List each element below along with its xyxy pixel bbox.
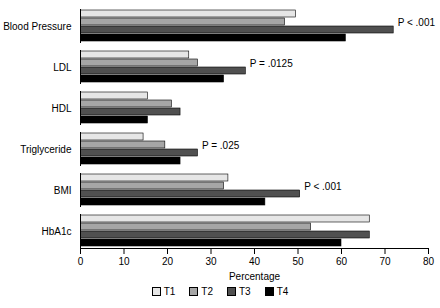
html-text:T3: T3 — [239, 286, 251, 297]
svg-text:70: 70 — [379, 256, 391, 267]
svg-text:50: 50 — [292, 256, 304, 267]
svg-text:40: 40 — [249, 256, 261, 267]
svg-text:HDL: HDL — [51, 103, 71, 114]
svg-text:60: 60 — [336, 256, 348, 267]
svg-text:Triglyceride: Triglyceride — [20, 144, 72, 155]
html-text:T1: T1 — [163, 286, 176, 297]
svg-text:P = .0125: P = .0125 — [250, 58, 293, 69]
svg-text:30: 30 — [205, 256, 217, 267]
svg-text:Percentage: Percentage — [229, 271, 281, 282]
svg-text:Blood Pressure: Blood Pressure — [3, 21, 72, 32]
svg-text:20: 20 — [162, 256, 174, 267]
svg-text:P = .025: P = .025 — [202, 140, 240, 151]
svg-text:LDL: LDL — [53, 62, 72, 73]
svg-text:HbA1c: HbA1c — [41, 226, 71, 237]
html-text:T4: T4 — [276, 286, 289, 297]
svg-text:0: 0 — [78, 256, 84, 267]
svg-text:10: 10 — [118, 256, 130, 267]
svg-text:P < .001: P < .001 — [304, 181, 342, 192]
html-text:T2: T2 — [201, 286, 213, 297]
svg-text:80: 80 — [423, 256, 435, 267]
svg-text:BMI: BMI — [54, 185, 72, 196]
svg-text:P < .001: P < .001 — [398, 17, 436, 28]
